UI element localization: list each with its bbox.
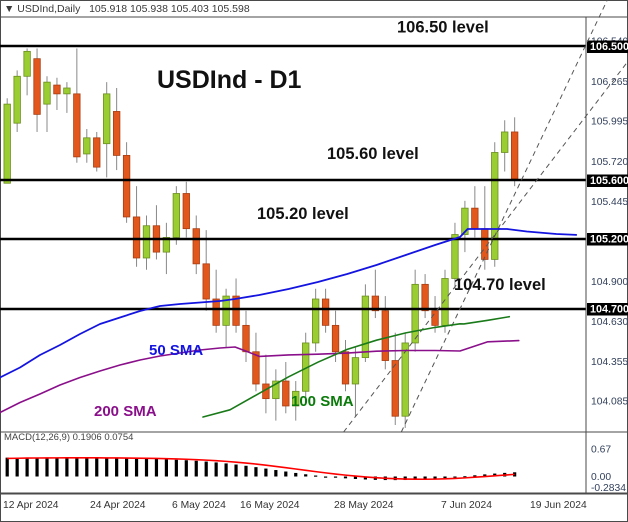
svg-text:105.20 level: 105.20 level [257,205,349,223]
svg-text:106.50 level: 106.50 level [397,19,489,37]
svg-text:104.900: 104.900 [591,277,628,288]
svg-text:-0.2834: -0.2834 [591,483,626,494]
svg-text:104.085: 104.085 [591,397,628,408]
svg-text:200 SMA: 200 SMA [94,403,157,420]
svg-text:28 May 2024: 28 May 2024 [334,500,394,511]
svg-text:MACD(12,26,9) 0.1906 0.0754: MACD(12,26,9) 0.1906 0.0754 [4,432,133,443]
svg-text:105.445: 105.445 [591,197,628,208]
svg-text:19 Jun 2024: 19 Jun 2024 [530,500,587,511]
svg-text:16 May 2024: 16 May 2024 [240,500,300,511]
svg-text:105.995: 105.995 [591,117,628,128]
svg-text:106.265: 106.265 [591,77,628,88]
svg-text:104.630: 104.630 [591,317,628,328]
svg-text:105.600: 105.600 [590,175,628,187]
svg-text:106.500: 106.500 [590,41,628,53]
svg-text:104.700: 104.700 [590,303,628,315]
svg-text:24 Apr 2024: 24 Apr 2024 [90,500,146,511]
svg-text:105.60 level: 105.60 level [327,145,419,163]
svg-text:12 Apr 2024: 12 Apr 2024 [3,500,59,511]
svg-text:105.720: 105.720 [591,157,628,168]
svg-text:0.67: 0.67 [591,445,611,456]
svg-text:104.70 level: 104.70 level [454,276,546,294]
svg-text:50 SMA: 50 SMA [149,342,203,359]
svg-text:0.00: 0.00 [591,472,611,483]
svg-text:7 Jun 2024: 7 Jun 2024 [441,500,492,511]
svg-text:100 SMA: 100 SMA [291,393,354,410]
svg-text:105.200: 105.200 [590,233,628,245]
svg-text:USDInd - D1: USDInd - D1 [157,66,302,94]
svg-text:6 May 2024: 6 May 2024 [172,500,226,511]
svg-text:104.355: 104.355 [591,357,628,368]
